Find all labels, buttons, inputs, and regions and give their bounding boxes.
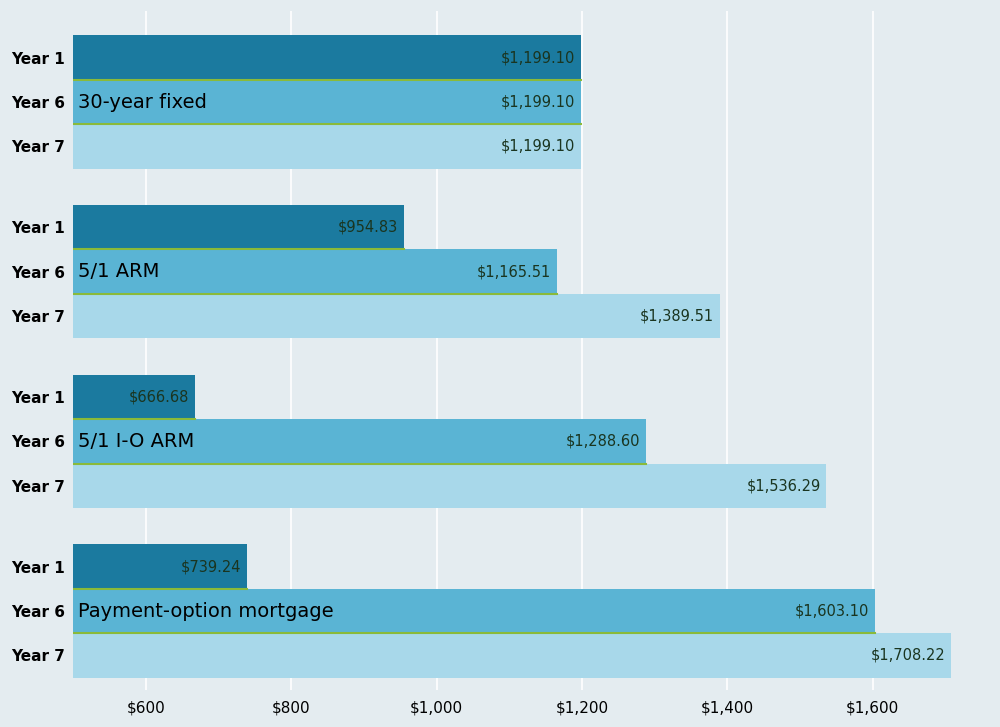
Bar [73,205,404,249]
Text: $1,389.51: $1,389.51 [640,308,714,324]
Text: $1,165.51: $1,165.51 [477,264,551,279]
Bar [73,80,581,124]
Text: $1,288.60: $1,288.60 [566,434,641,449]
Bar [73,124,581,169]
Text: $1,199.10: $1,199.10 [501,95,576,110]
Bar [73,464,826,508]
Text: Payment-option mortgage: Payment-option mortgage [78,601,333,621]
Text: $1,708.22: $1,708.22 [871,648,945,663]
Text: $1,199.10: $1,199.10 [501,139,576,154]
Bar [73,294,720,338]
Bar [73,419,646,464]
Text: $739.24: $739.24 [181,559,241,574]
Bar [73,374,195,419]
Bar [73,633,951,678]
Text: 5/1 I-O ARM: 5/1 I-O ARM [78,432,194,451]
Bar [73,589,875,633]
Text: 30-year fixed: 30-year fixed [78,92,207,111]
Text: $666.68: $666.68 [128,390,189,404]
Text: $1,199.10: $1,199.10 [501,50,576,65]
Text: 5/1 ARM: 5/1 ARM [78,262,159,281]
Text: $1,536.29: $1,536.29 [746,478,821,494]
Bar [73,545,247,589]
Text: $954.83: $954.83 [338,220,398,235]
Bar [73,36,581,80]
Bar [73,249,557,294]
Text: $1,603.10: $1,603.10 [795,603,869,619]
